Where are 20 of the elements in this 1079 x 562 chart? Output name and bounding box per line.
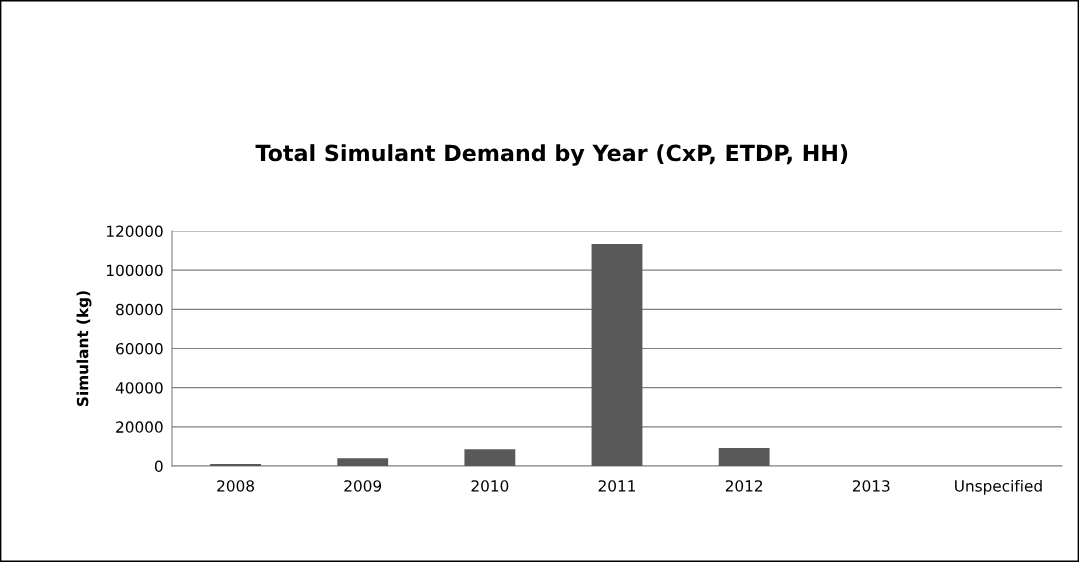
x-tick-label: 2013: [852, 480, 890, 492]
chart-title: Total Simulant Demand by Year (CxP, ETDP, HH): [255, 144, 848, 166]
y-axis-title: Simulant (kg): [76, 291, 92, 406]
y-tick-label: 100000: [107, 264, 163, 277]
x-tick-label: 2011: [598, 480, 636, 492]
y-tick-label: 40000: [115, 382, 163, 394]
x-tick-label: 2010: [471, 480, 509, 492]
bar: [337, 458, 389, 466]
bar: [591, 244, 643, 466]
y-tick-label: 0: [154, 460, 163, 473]
y-tick-label: 20000: [116, 421, 163, 433]
x-tick-label: Unspecified: [955, 479, 1042, 495]
x-tick-label: 2012: [725, 480, 763, 492]
bar: [464, 449, 516, 466]
y-tick-label: 80000: [116, 303, 163, 316]
y-tick-label: 120000: [107, 225, 163, 238]
x-tick-label: 2008: [217, 480, 254, 492]
bar: [718, 447, 770, 466]
y-tick-label: 60000: [116, 342, 163, 355]
x-tick-label: 2009: [344, 480, 382, 492]
